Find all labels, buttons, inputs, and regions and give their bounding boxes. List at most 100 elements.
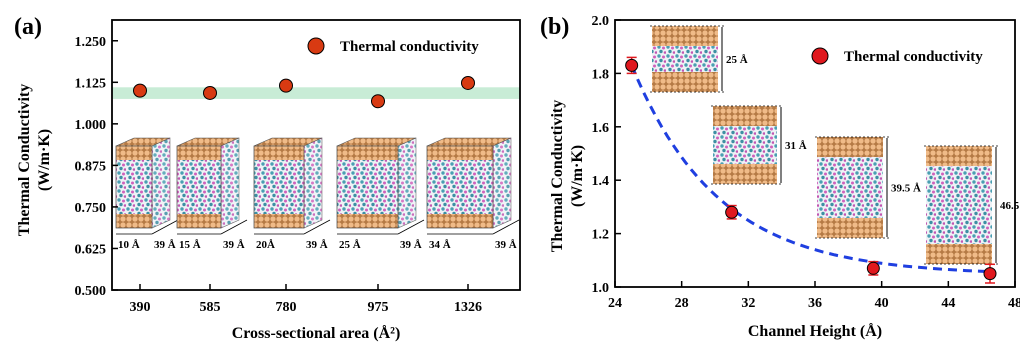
panel-a-legend: Thermal conductivity bbox=[307, 37, 479, 55]
panel-a-shaded-band bbox=[112, 87, 520, 99]
marker bbox=[866, 261, 880, 275]
panel-b-ylabel: Thermal Conductivity (W/m·K) bbox=[549, 100, 586, 252]
inset-wall-top bbox=[926, 146, 992, 166]
inset-wall-top bbox=[116, 146, 152, 160]
panel-a-legend-label: Thermal conductivity bbox=[340, 39, 479, 55]
panel-a-xtick-label: 1326 bbox=[454, 300, 482, 315]
marker bbox=[725, 205, 739, 219]
inset-depth-arrow bbox=[492, 219, 520, 235]
inset-wall-top bbox=[652, 26, 718, 46]
inset-depth-arrow bbox=[397, 219, 425, 235]
panel-a-frame bbox=[111, 19, 521, 291]
inset-box-outline bbox=[426, 145, 494, 229]
inset-wall-top bbox=[713, 106, 777, 126]
inset-fluid bbox=[817, 157, 883, 218]
panel-b-legend: Thermal conductivity bbox=[811, 47, 983, 65]
inset-wall-bottom bbox=[713, 164, 777, 184]
inset-fluid bbox=[427, 160, 493, 214]
panel-b-inset-3: 39.5 Å bbox=[815, 136, 921, 239]
inset-wall-top bbox=[817, 137, 883, 157]
panel-b-xtick-label: 24 bbox=[608, 296, 622, 311]
panel-b-xtick-label: 32 bbox=[741, 296, 755, 311]
panel-b-ytick-label: 1.2 bbox=[592, 228, 610, 243]
inset-width-label: 10 Å bbox=[118, 239, 140, 251]
panel-b-data-point bbox=[866, 260, 880, 276]
panel-a-inset-3: 20Å 39 Å bbox=[253, 137, 331, 251]
inset-depth-label: 39 Å bbox=[306, 239, 328, 251]
inset-wall-bottom bbox=[116, 214, 152, 228]
panel-a-ylabel-line1: Thermal Conductivity bbox=[16, 84, 33, 236]
panel-a-xlabel: Cross-sectional area (Å²) bbox=[232, 324, 401, 342]
inset-width-label: 25 Å bbox=[339, 239, 361, 251]
inset-depth-arrow bbox=[151, 219, 179, 235]
panel-a: (a) Thermal Conductivity (W/m·K) 10 Å 39 … bbox=[14, 14, 521, 342]
panel-a-inset-5: 34 Å 39 Å bbox=[426, 137, 520, 251]
panel-a-ytick-label: 0.750 bbox=[75, 201, 107, 216]
panel-a-data-point bbox=[371, 94, 385, 109]
inset-wall-top bbox=[337, 146, 398, 160]
inset-depth-label: 39 Å bbox=[495, 239, 517, 251]
inset-box-side bbox=[220, 137, 240, 229]
panel-b: (b) Thermal Conductivity (W/m·K) 25 Å 31 … bbox=[540, 14, 1020, 340]
panel-b-xtick-label: 48 bbox=[1008, 296, 1020, 311]
inset-box-outline bbox=[336, 145, 399, 229]
panel-a-label: (a) bbox=[14, 14, 42, 40]
panel-b-ytick-label: 1.0 bbox=[592, 281, 610, 296]
panel-b-data-point bbox=[625, 56, 639, 75]
inset-wall-bottom bbox=[177, 214, 221, 228]
inset-box-side bbox=[151, 137, 171, 229]
inset-height-label: 25 Å bbox=[726, 54, 748, 66]
inset-fluid bbox=[254, 160, 304, 214]
panel-b-ytick-label: 1.8 bbox=[592, 67, 610, 82]
inset-width-label: 20Å bbox=[256, 239, 275, 251]
inset-fluid bbox=[337, 160, 398, 214]
panel-a-ytick-label: 1.250 bbox=[75, 35, 107, 50]
inset-depth-arrow bbox=[303, 219, 331, 235]
panel-a-inset-1: 10 Å 39 Å bbox=[115, 137, 179, 251]
inset-box-outline bbox=[253, 145, 305, 229]
panel-a-inset-4: 25 Å 39 Å bbox=[336, 137, 425, 251]
panel-b-xtick-label: 36 bbox=[808, 296, 822, 311]
panel-a-data-point bbox=[203, 85, 217, 100]
inset-depth-label: 39 Å bbox=[400, 239, 422, 251]
inset-wall-bottom bbox=[254, 214, 304, 228]
inset-wall-bottom bbox=[926, 244, 992, 264]
inset-wall-top bbox=[254, 146, 304, 160]
panel-a-data-point bbox=[461, 75, 475, 90]
inset-height-label: 46.5 bbox=[1000, 200, 1020, 212]
marker bbox=[983, 267, 997, 281]
inset-wall-bottom bbox=[427, 214, 493, 228]
inset-wall-top bbox=[177, 146, 221, 160]
panel-a-ylabel: Thermal Conductivity (W/m·K) bbox=[16, 84, 53, 236]
panel-b-inset-4: 46.5 bbox=[924, 145, 1020, 265]
panel-a-data-point bbox=[279, 78, 293, 93]
panel-a-xtick-label: 390 bbox=[130, 300, 151, 315]
panel-a-ylabel-line2: (W/m·K) bbox=[36, 129, 53, 191]
marker bbox=[625, 58, 639, 72]
panel-b-legend-label: Thermal conductivity bbox=[844, 49, 983, 65]
inset-wall-bottom bbox=[337, 214, 398, 228]
panel-a-legend-marker bbox=[307, 37, 325, 55]
panel-b-label: (b) bbox=[540, 14, 569, 40]
panel-a-ytick-label: 0.875 bbox=[75, 159, 107, 174]
inset-wall-bottom bbox=[652, 72, 718, 92]
inset-depth-label: 39 Å bbox=[223, 239, 245, 251]
inset-wall-top bbox=[427, 146, 493, 160]
inset-box-side bbox=[397, 137, 417, 229]
panel-b-ytick-label: 1.6 bbox=[592, 121, 610, 136]
inset-box-outline bbox=[176, 145, 222, 229]
panel-a-ytick-label: 1.000 bbox=[75, 118, 107, 133]
inset-depth-arrow bbox=[220, 219, 248, 235]
panel-b-fit-curve bbox=[630, 64, 991, 274]
panel-a-ytick-label: 0.500 bbox=[75, 284, 107, 299]
panel-a-xtick-label: 585 bbox=[200, 300, 221, 315]
inset-wall-bottom bbox=[817, 218, 883, 238]
panel-b-xlabel: Channel Height (Å) bbox=[748, 322, 882, 340]
panel-b-inset-2: 31 Å bbox=[711, 105, 807, 185]
panel-b-ytick-label: 2.0 bbox=[592, 14, 610, 29]
inset-height-label: 39.5 Å bbox=[891, 183, 921, 195]
inset-fluid bbox=[652, 46, 718, 72]
panel-b-ylabel-line2: (W/m·K) bbox=[569, 145, 586, 207]
panel-b-xtick-label: 40 bbox=[875, 296, 889, 311]
